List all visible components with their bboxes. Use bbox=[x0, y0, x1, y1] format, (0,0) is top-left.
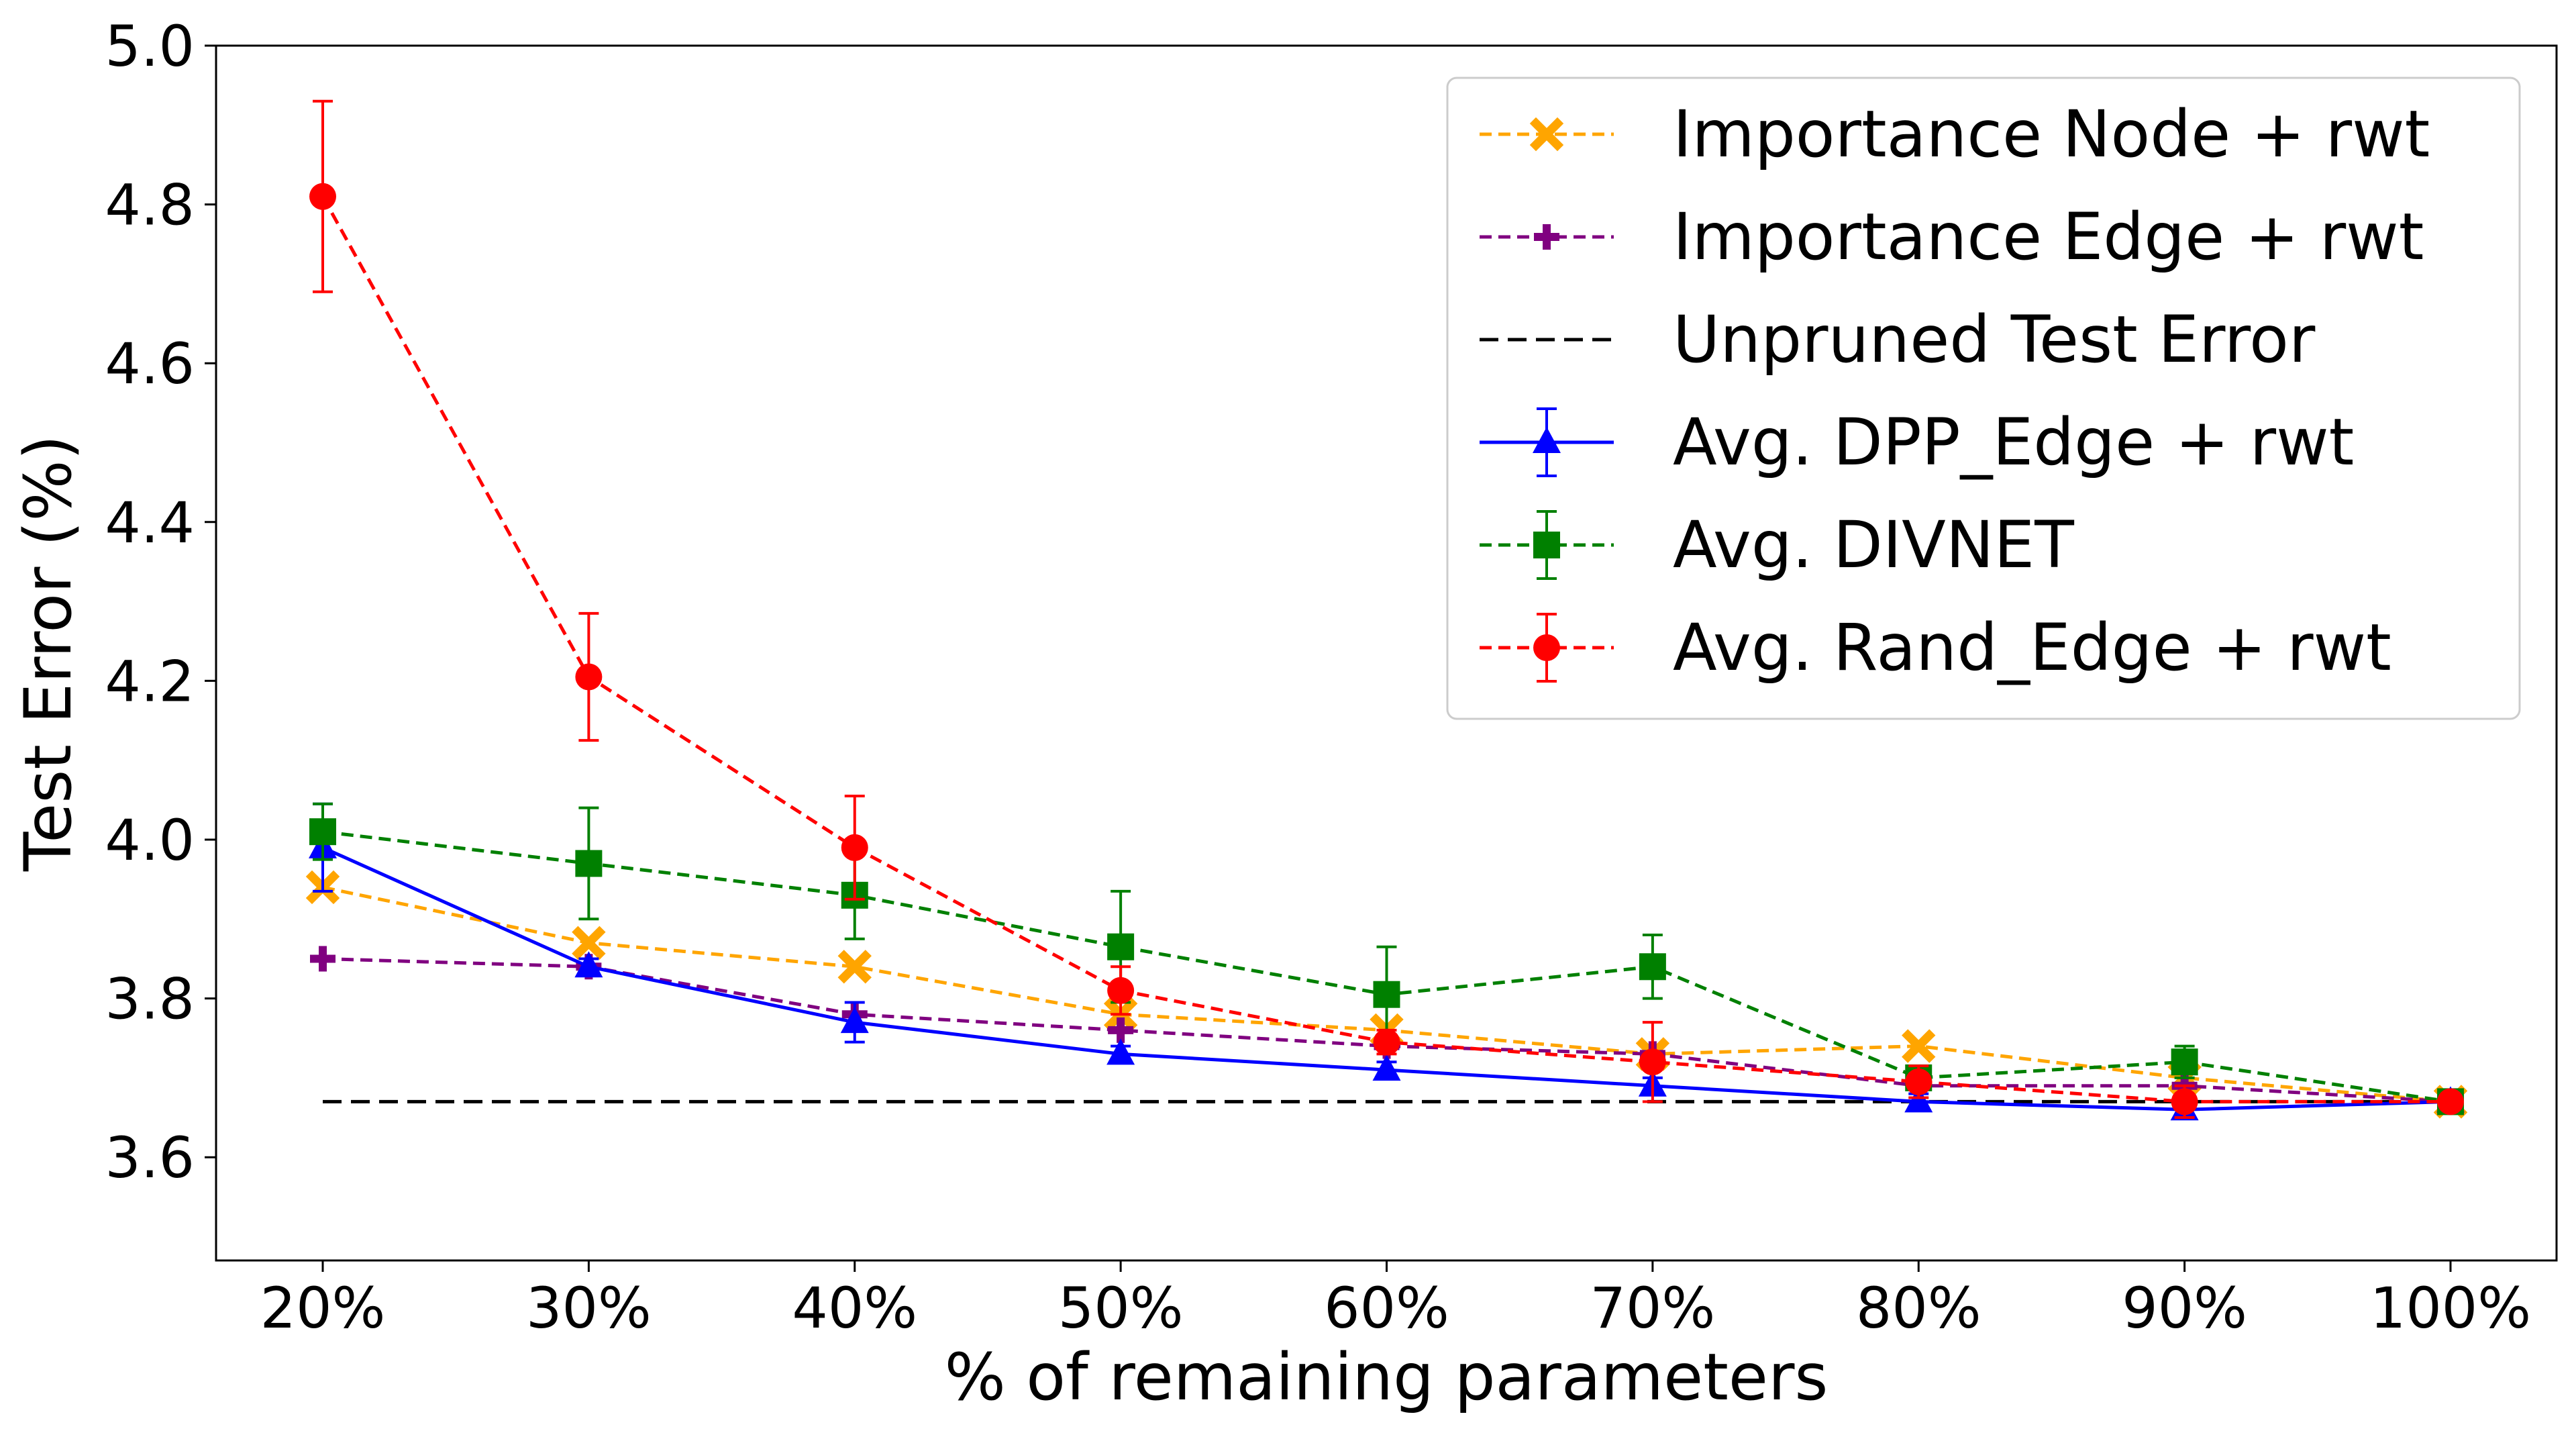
data-point bbox=[1107, 977, 1135, 1004]
y-tick-label: 3.6 bbox=[105, 1125, 195, 1191]
y-tick-label: 3.8 bbox=[105, 966, 195, 1032]
legend-label: Avg. Rand_Edge + rwt bbox=[1673, 610, 2391, 685]
data-point bbox=[1373, 1028, 1400, 1056]
data-point bbox=[1107, 933, 1135, 960]
legend-item: Avg. DPP_Edge + rwt bbox=[1480, 405, 2354, 480]
legend-marker bbox=[1533, 427, 1561, 453]
data-point bbox=[1106, 1038, 1135, 1065]
legend-box bbox=[1446, 77, 2521, 720]
legend-marker bbox=[1534, 224, 1559, 250]
data-point bbox=[309, 183, 336, 210]
legend-marker bbox=[1529, 117, 1564, 152]
y-tick-label: 4.0 bbox=[105, 807, 195, 873]
legend-item: Importance Edge + rwt bbox=[1480, 199, 2424, 275]
legend-label: Avg. DIVNET bbox=[1673, 507, 2074, 583]
data-point bbox=[1108, 1017, 1134, 1043]
data-point bbox=[1639, 1048, 1666, 1076]
y-tick-label: 4.2 bbox=[105, 648, 195, 714]
data-point bbox=[2437, 1088, 2464, 1115]
y-tick-label: 4.8 bbox=[105, 172, 195, 238]
data-point bbox=[575, 850, 603, 877]
legend-marker bbox=[1533, 634, 1560, 661]
legend-item: Avg. DIVNET bbox=[1480, 507, 2074, 583]
x-tick-label: 80% bbox=[1856, 1275, 1981, 1341]
x-tick-label: 20% bbox=[260, 1275, 386, 1341]
data-point bbox=[572, 926, 606, 960]
legend-item: Unpruned Test Error bbox=[1480, 302, 2316, 377]
y-tick-label: 5.0 bbox=[105, 13, 195, 79]
legend-label: Importance Edge + rwt bbox=[1673, 199, 2424, 275]
legend-label: Importance Node + rwt bbox=[1673, 97, 2430, 172]
y-tick-label: 4.6 bbox=[105, 331, 195, 397]
data-point bbox=[310, 946, 336, 972]
data-point bbox=[1639, 953, 1666, 981]
x-tick-label: 40% bbox=[792, 1275, 917, 1341]
legend-item: Avg. Rand_Edge + rwt bbox=[1480, 610, 2391, 685]
data-point bbox=[574, 951, 603, 978]
legend-marker bbox=[1533, 532, 1560, 558]
x-tick-label: 90% bbox=[2122, 1275, 2247, 1341]
x-tick-label: 100% bbox=[2370, 1275, 2531, 1341]
x-tick-label: 60% bbox=[1324, 1275, 1449, 1341]
data-point bbox=[1373, 981, 1400, 1008]
data-point bbox=[2171, 1048, 2198, 1076]
data-point bbox=[837, 950, 872, 984]
data-point bbox=[2171, 1088, 2198, 1115]
data-point bbox=[1902, 1029, 1936, 1063]
data-point bbox=[841, 834, 868, 861]
data-point bbox=[309, 818, 336, 846]
y-tick-label: 4.4 bbox=[105, 490, 195, 556]
x-tick-label: 30% bbox=[526, 1275, 652, 1341]
x-tick-label: 50% bbox=[1058, 1275, 1184, 1341]
data-point bbox=[575, 663, 603, 691]
data-point bbox=[840, 1007, 869, 1034]
x-axis-label: % of remaining parameters bbox=[945, 1340, 1828, 1415]
y-axis-label: Test Error (%) bbox=[11, 435, 86, 872]
legend-label: Unpruned Test Error bbox=[1673, 302, 2316, 377]
legend-item: Importance Node + rwt bbox=[1480, 97, 2430, 172]
data-point bbox=[1904, 1086, 1933, 1113]
legend-label: Avg. DPP_Edge + rwt bbox=[1673, 405, 2354, 480]
series-avg-rand-edge-rwt bbox=[309, 99, 2464, 1120]
data-point bbox=[1372, 1054, 1401, 1081]
data-point bbox=[1905, 1068, 1933, 1095]
x-tick-label: 70% bbox=[1590, 1275, 1716, 1341]
